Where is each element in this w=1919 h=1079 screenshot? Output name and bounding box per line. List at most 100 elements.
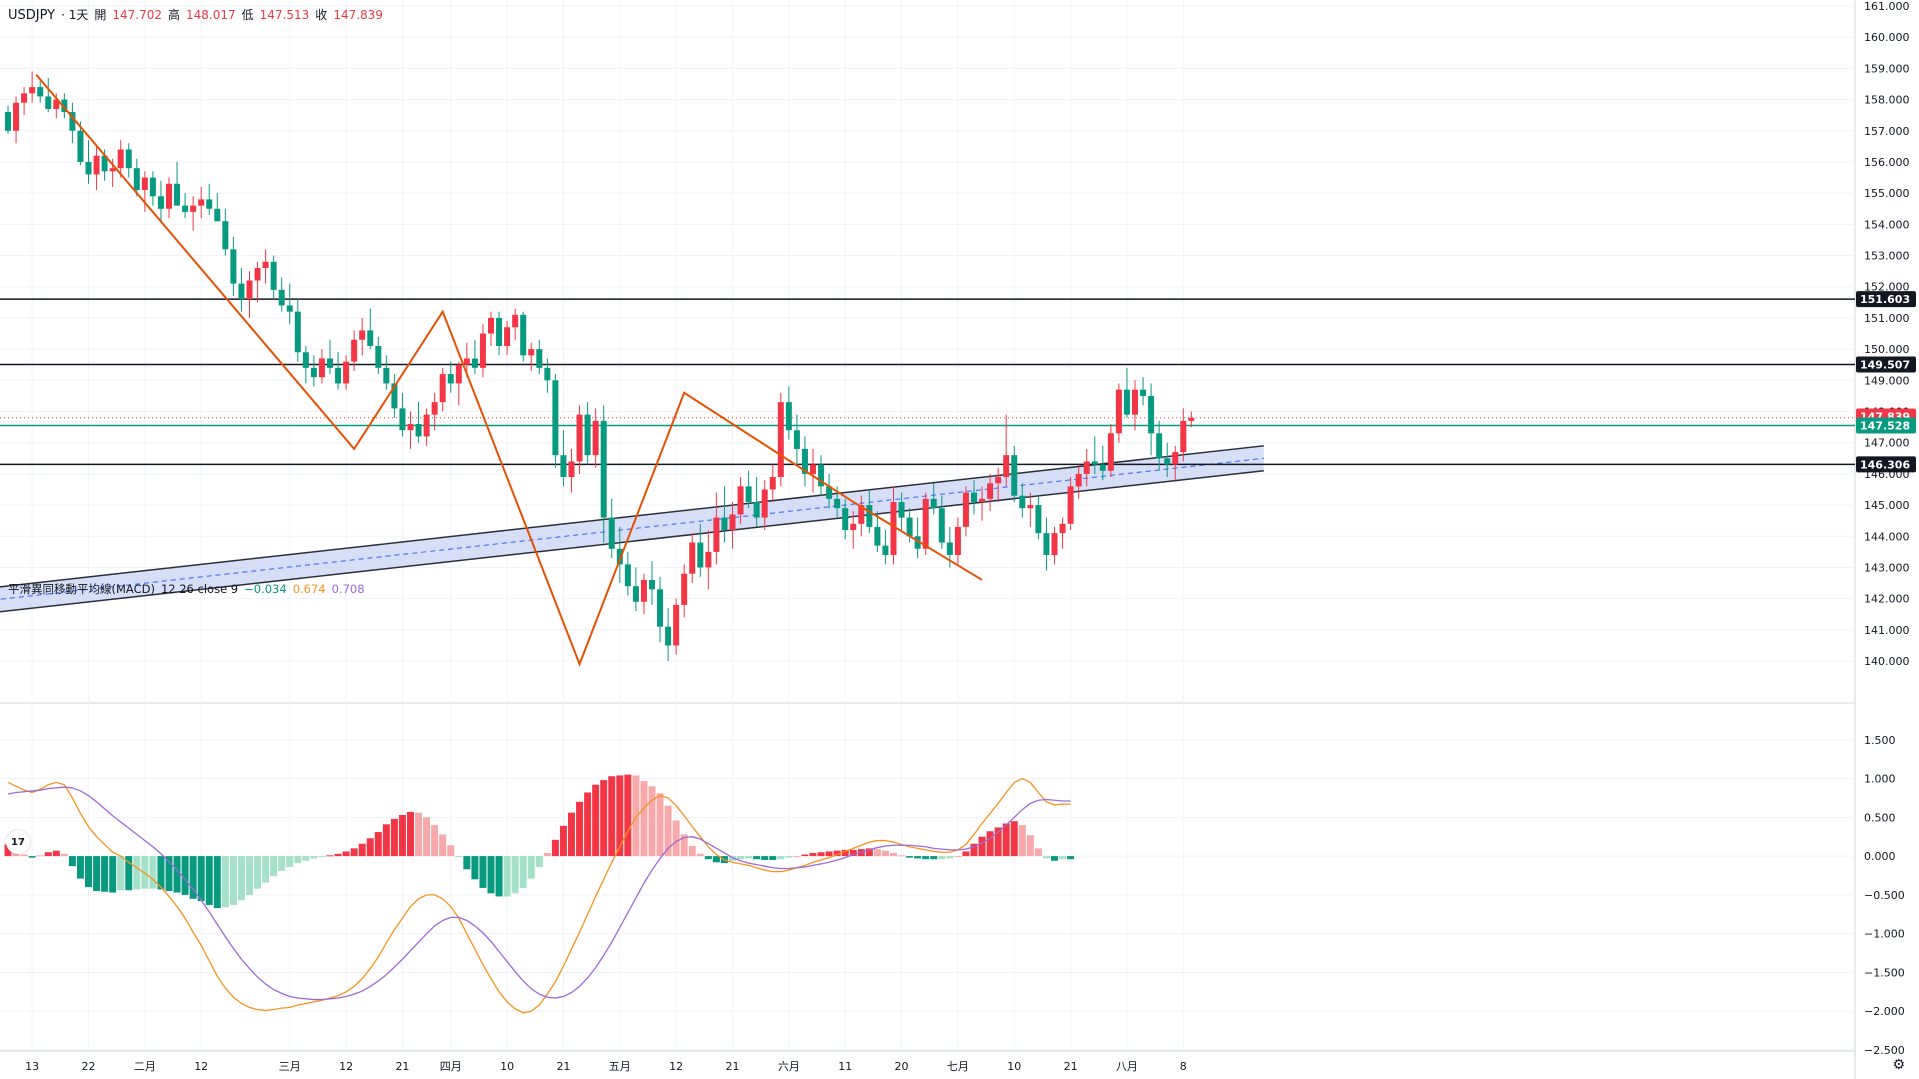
candle-body (922, 498, 929, 549)
candle-body (69, 112, 76, 131)
candle-body (971, 492, 977, 502)
close-value: 147.839 (333, 8, 383, 22)
macd-histogram-bar (479, 856, 487, 888)
candle-body (1051, 533, 1058, 555)
candle-body (818, 464, 825, 487)
macd-histogram-bar (471, 856, 479, 880)
candle-body (882, 545, 889, 555)
macd-histogram-bar (503, 856, 511, 897)
macd-histogram-bar (133, 856, 141, 890)
macd-histogram-bar (350, 848, 358, 857)
macd-histogram-bar (439, 834, 447, 857)
channel-mid-line (0, 457, 1264, 600)
close-label: 收 (315, 8, 328, 22)
candle-body (37, 87, 44, 97)
candle-body (359, 330, 366, 340)
macd-histogram-bar (849, 849, 857, 857)
macd-histogram-bar (495, 856, 503, 897)
macd-histogram-bar (1002, 823, 1010, 857)
candle-body (109, 168, 116, 172)
macd-histogram-bar (865, 848, 873, 857)
macd-name[interactable]: 平滑異同移動平均線(MACD) (8, 582, 155, 596)
candle-body (1011, 455, 1018, 496)
candle-body (721, 517, 728, 531)
macd-histogram-bar (688, 846, 696, 857)
candle-body (238, 283, 245, 300)
candle-body (592, 420, 599, 456)
macd-histogram-bar (28, 856, 36, 858)
candle-body (640, 579, 647, 602)
price-label-box (1856, 456, 1916, 473)
candle-body (1148, 395, 1155, 434)
macd-histogram-bar (334, 853, 342, 857)
candle-body (906, 517, 913, 537)
candle-body (479, 333, 486, 368)
macd-histogram-bar (1010, 821, 1018, 857)
candle-body (399, 408, 406, 431)
price-label-box (1856, 417, 1916, 434)
macd-histogram-bar (270, 856, 278, 877)
candle-body (649, 579, 655, 590)
candle-body (262, 261, 269, 269)
time-tick-label: 四月 (440, 1060, 462, 1073)
macd-histogram-bar (890, 852, 897, 857)
candle-body (520, 314, 527, 356)
macd-params: 12 26 close 9 (160, 582, 239, 596)
candle-body (13, 102, 20, 131)
macd-histogram-bar (704, 856, 712, 860)
interval-label[interactable]: · 1天 (61, 8, 89, 22)
macd-histogram-bar (584, 792, 592, 857)
candle-body (447, 374, 454, 384)
candle-body (729, 514, 736, 531)
candle-body (93, 155, 100, 175)
candle-body (431, 402, 438, 415)
candle-body (657, 589, 664, 627)
macd-histogram-bar (68, 856, 76, 867)
gear-icon[interactable]: ⚙ (1892, 1057, 1905, 1073)
candle-body (206, 199, 213, 209)
candle-body (455, 364, 462, 384)
macd-histogram-bar (616, 775, 624, 857)
low-value: 147.513 (259, 8, 310, 22)
candle-body (624, 564, 631, 587)
candle-body (278, 289, 285, 306)
macd-histogram-bar (149, 856, 157, 889)
candle-body (496, 317, 503, 346)
macd-histogram-bar (648, 786, 656, 857)
macd-histogram-bar (592, 784, 600, 857)
candle-body (1067, 486, 1074, 524)
candle-body (761, 489, 768, 518)
candle-body (174, 183, 181, 206)
candle-body (190, 205, 197, 212)
candle-body (826, 486, 833, 499)
time-tick-label: 21 (395, 1060, 409, 1073)
macd-histogram-bar (712, 856, 720, 863)
candle-body (858, 505, 865, 524)
macd-tick-label: 0.500 (1864, 811, 1896, 824)
candle-body (367, 330, 374, 346)
macd-histogram-bar (519, 856, 527, 888)
tradingview-logo-icon[interactable]: 17 (6, 830, 30, 854)
macd-histogram-bar (986, 831, 994, 857)
candle-body (793, 430, 800, 449)
price-tick-label: 145.000 (1864, 499, 1910, 512)
macd-signal-line (7, 786, 1071, 1001)
candle-body (1099, 464, 1106, 471)
low-label: 低 (241, 8, 254, 22)
macd-histogram-bar (374, 832, 382, 857)
candle-body (463, 358, 470, 365)
macd-histogram-bar (1051, 856, 1058, 861)
symbol-label[interactable]: USDJPY (8, 8, 56, 23)
candle-body (375, 346, 382, 368)
channel-upper-line (0, 445, 1264, 588)
candle-body (310, 367, 317, 378)
macd-histogram-bar (994, 827, 1002, 857)
candle-body (673, 604, 680, 646)
candle-body (1140, 389, 1147, 396)
candle-body (1019, 495, 1026, 509)
macd-histogram-bar (246, 856, 253, 895)
candle-body (471, 358, 478, 368)
macd-histogram-bar (366, 838, 374, 857)
time-tick-label: 12 (669, 1060, 683, 1073)
